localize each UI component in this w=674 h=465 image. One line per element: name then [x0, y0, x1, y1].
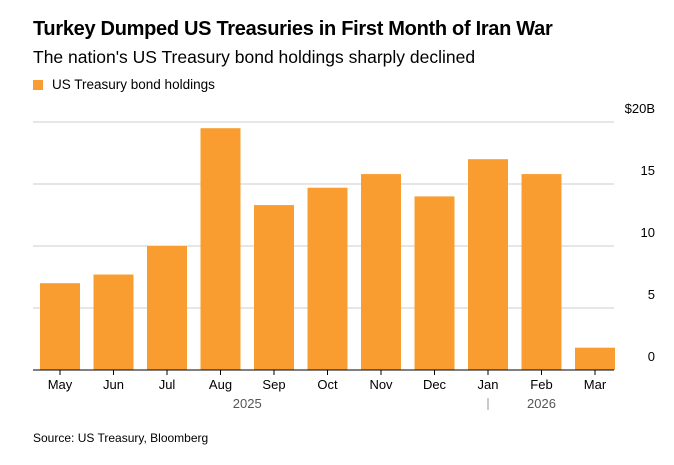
x-tick-label: May: [48, 377, 73, 392]
y-tick-label: 5: [648, 287, 655, 302]
bar: [254, 205, 294, 370]
y-tick-label: 0: [648, 349, 655, 364]
x-tick-label: Jan: [478, 377, 499, 392]
chart-title: Turkey Dumped US Treasuries in First Mon…: [33, 18, 553, 40]
x-tick-label: Jun: [103, 377, 124, 392]
x-tick-label: Dec: [423, 377, 447, 392]
bar: [575, 347, 615, 370]
bar: [93, 274, 134, 370]
bar: [147, 246, 187, 370]
x-tick-label: Nov: [369, 377, 393, 392]
bar: [521, 174, 562, 370]
year-label: 2025: [233, 396, 262, 411]
bar: [414, 196, 455, 370]
year-label: 2026: [527, 396, 556, 411]
x-tick-label: Feb: [530, 377, 552, 392]
bar: [307, 187, 348, 370]
y-tick-label: 10: [641, 225, 655, 240]
bar: [200, 128, 241, 370]
chart-subtitle: The nation's US Treasury bond holdings s…: [33, 47, 476, 67]
source-note: Source: US Treasury, Bloomberg: [33, 431, 209, 445]
bar: [40, 283, 80, 370]
legend-label: US Treasury bond holdings: [52, 77, 215, 92]
y-tick-label: 15: [641, 163, 655, 178]
x-tick-label: Jul: [159, 377, 176, 392]
bar: [361, 174, 401, 370]
bar: [468, 159, 508, 370]
x-tick-label: Oct: [317, 377, 338, 392]
y-tick-label: $20B: [625, 101, 655, 116]
x-tick-label: Mar: [584, 377, 607, 392]
chart-legend: US Treasury bond holdings: [33, 77, 215, 92]
x-tick-label: Aug: [209, 377, 232, 392]
x-tick-label: Sep: [262, 377, 285, 392]
legend-swatch: [33, 79, 43, 90]
